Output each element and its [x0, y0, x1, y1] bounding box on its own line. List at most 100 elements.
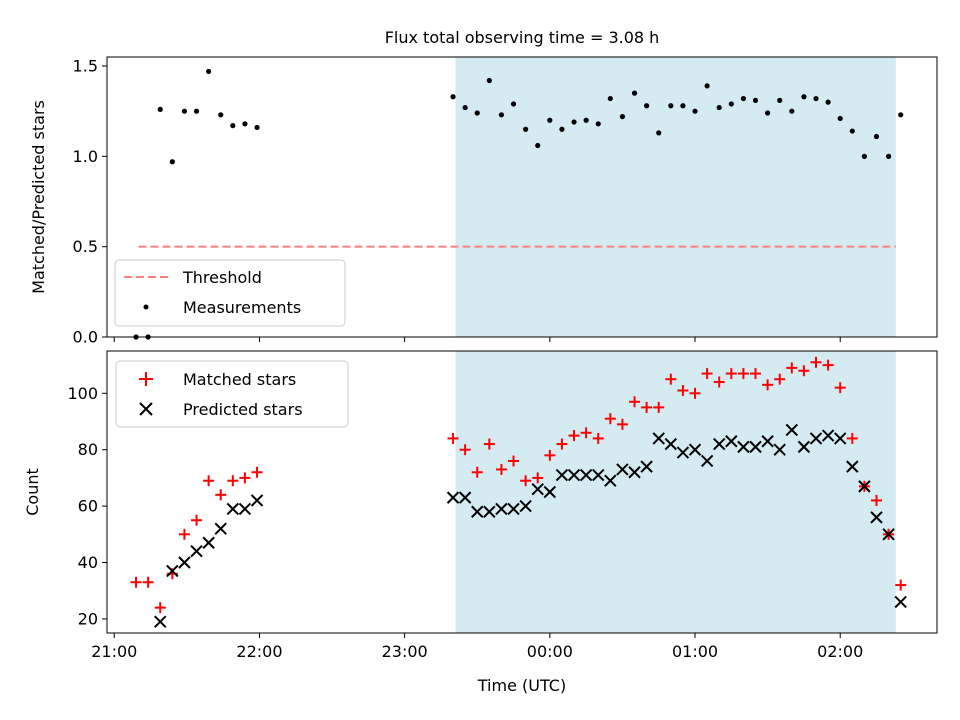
measurement-point [813, 95, 819, 102]
measurement-point [777, 97, 783, 103]
predicted-star-marker [797, 440, 811, 454]
measurement-point [498, 112, 505, 118]
matched-star-marker [154, 602, 166, 614]
predicted-star-marker [616, 463, 629, 476]
measurement-point [861, 153, 868, 159]
matched-stars-points [130, 356, 907, 614]
predicted-star-marker [519, 499, 532, 513]
predicted-star-marker [809, 432, 823, 445]
matched-star-marker [810, 356, 822, 368]
measurement-point [825, 99, 831, 105]
measurement-point [656, 130, 662, 136]
predicted-star-marker [761, 435, 774, 448]
measurement-point [193, 108, 200, 114]
predicted-star-marker [821, 429, 835, 442]
measurement-point [242, 121, 248, 127]
measurement-point [619, 114, 626, 120]
bottom-y-axis-label: Count [23, 468, 42, 516]
legend-threshold-label: Threshold [182, 268, 262, 287]
matched-star-marker [871, 494, 883, 506]
matched-star-marker [895, 579, 907, 591]
measurement-point [595, 121, 601, 127]
predicted-star-marker [154, 615, 167, 628]
matched-star-marker [130, 576, 142, 588]
predicted-star-marker [178, 556, 191, 569]
measurement-point [206, 68, 212, 75]
matched-star-marker [142, 576, 154, 588]
legend-matched-swatch [139, 372, 153, 386]
measurement-point [644, 103, 650, 109]
matched-star-marker [774, 373, 786, 385]
measurement-point [704, 83, 710, 89]
bottom-observing-window [455, 351, 896, 633]
matched-star-marker [689, 387, 701, 399]
matched-star-marker [750, 368, 762, 380]
bottom-y-tick-label: 60 [78, 497, 98, 516]
predicted-star-marker [483, 505, 496, 518]
matched-star-marker [762, 379, 774, 391]
top-y-tick-label: 1.5 [73, 57, 98, 76]
matched-star-marker [178, 528, 190, 540]
predicted-star-marker [676, 446, 690, 459]
measurement-point [740, 95, 747, 102]
matched-star-marker [239, 472, 251, 484]
bottom-y-tick-label: 40 [78, 553, 98, 572]
predicted-star-marker [446, 491, 460, 504]
predicted-star-marker [713, 437, 726, 451]
bottom-x-tick-label: 02:00 [817, 642, 863, 661]
matched-star-marker [447, 432, 459, 444]
matched-star-marker [725, 368, 737, 380]
bottom-x-tick-label: 00:00 [527, 642, 573, 661]
predicted-star-marker [495, 502, 508, 516]
top-y-tick-label: 0.0 [73, 328, 98, 347]
matched-star-marker [215, 489, 227, 501]
measurement-point [254, 124, 260, 131]
matched-star-marker [616, 418, 628, 430]
measurement-point [849, 128, 855, 134]
bottom-legend-box [115, 360, 349, 428]
predicted-star-marker [507, 502, 520, 516]
bottom-x-tick-label: 23:00 [382, 642, 428, 661]
measurement-point [510, 101, 517, 107]
measurement-point [716, 104, 722, 111]
matched-star-marker [251, 466, 263, 478]
measurement-point [752, 97, 759, 103]
measurement-point [169, 159, 175, 165]
predicted-star-marker [166, 564, 179, 578]
chart-title: Flux total observing time = 3.08 h [385, 28, 660, 47]
matched-star-marker [483, 438, 495, 450]
predicted-star-marker [882, 528, 895, 541]
matched-star-marker [822, 359, 834, 371]
predicted-star-marker [543, 485, 557, 499]
predicted-star-marker [555, 468, 569, 482]
predicted-star-marker [250, 494, 264, 507]
measurement-point [692, 108, 698, 114]
matched-star-marker [508, 455, 520, 467]
matched-star-marker [713, 376, 725, 388]
top-observing-window [455, 57, 896, 337]
measurement-points [133, 68, 904, 340]
measurement-point [450, 94, 456, 100]
matched-star-marker [191, 514, 203, 526]
predicted-star-marker [785, 423, 799, 437]
predicted-star-marker [846, 460, 859, 473]
predicted-star-marker [471, 505, 484, 518]
predicted-star-marker [688, 443, 702, 456]
matched-star-marker [677, 384, 689, 396]
matched-star-marker [459, 444, 471, 456]
predicted-star-marker [858, 480, 871, 493]
measurement-point [583, 117, 589, 123]
measurement-point [801, 94, 807, 100]
measurement-point [547, 117, 553, 123]
top-x-ticks [113, 337, 841, 342]
predicted-star-marker [664, 437, 678, 451]
predicted-star-marker [214, 522, 227, 535]
measurement-point [462, 104, 468, 111]
measurement-point [230, 123, 236, 129]
measurement-point [837, 115, 843, 122]
top-plot-frame [106, 56, 938, 338]
matched-star-marker [846, 432, 858, 444]
predicted-star-marker [700, 454, 714, 468]
predicted-star-marker [833, 432, 847, 445]
